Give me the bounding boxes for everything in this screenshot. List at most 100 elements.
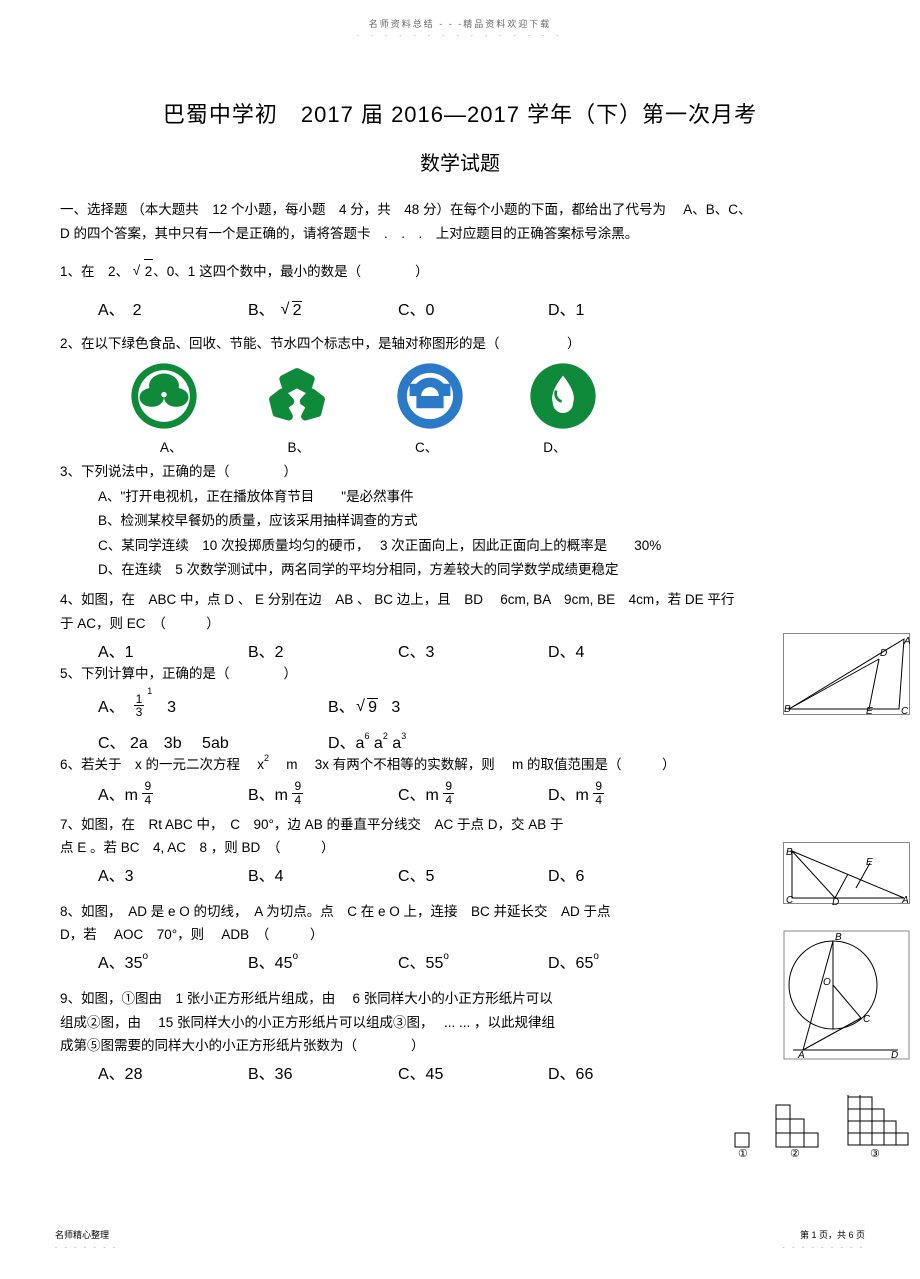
question-8: 8、如图， AD 是 e O 的切线， A 为切点。点 C 在 e O 上，连接… bbox=[60, 900, 860, 947]
title-main: 巴蜀中学初 2017 届 2016—2017 学年（下）第一次月考 bbox=[60, 97, 860, 129]
figure-q9-squares: ① ② ③ bbox=[730, 1095, 910, 1160]
svg-text:A: A bbox=[901, 895, 909, 905]
q6-opt-d: D、m 94 bbox=[548, 781, 698, 809]
question-9: 9、如图，①图由 1 张小正方形纸片组成，由 6 张同样大小的小正方形纸片可以 … bbox=[60, 987, 860, 1058]
svg-text:O: O bbox=[823, 977, 831, 988]
q4-l2: 于 AC，则 EC （ ） bbox=[60, 616, 220, 631]
q9-opt-a: A、28 bbox=[98, 1060, 248, 1084]
q5-options-row1: A、 131 3 B、 9 3 bbox=[60, 693, 860, 721]
q1-text-a: 1、在 2、 bbox=[60, 264, 136, 279]
q2-opt-d: D、 bbox=[543, 436, 566, 456]
question-6: 6、若关于 x 的一元二次方程 x2 m 3x 有两个不相等的实数解，则 m 的… bbox=[60, 753, 860, 777]
header-text: 名师资料总结 - - -精品资料欢迎下载 bbox=[369, 19, 552, 29]
svg-text:C: C bbox=[863, 1014, 871, 1025]
q6-options: A、m 94 B、m 94 C、m 94 D、m 94 bbox=[60, 781, 860, 809]
q3-opt-a: A、"打开电视机，正在播放体育节目 "是必然事件 bbox=[60, 485, 860, 509]
q9-l1: 9、如图，①图由 1 张小正方形纸片组成，由 6 张同样大小的小正方形纸片可以 bbox=[60, 991, 553, 1006]
sqrt-icon: 2 bbox=[136, 259, 154, 284]
svg-text:C: C bbox=[901, 706, 909, 716]
q2-options: A、 B、 C、 D、 bbox=[60, 436, 860, 456]
svg-text:E: E bbox=[866, 706, 873, 716]
footer-left: 名师精心整理 bbox=[55, 1230, 109, 1240]
q1-options: A、 2 B、 2 C、0 D、1 bbox=[60, 296, 860, 320]
logo-row bbox=[60, 362, 860, 430]
q3-opt-b: B、检测某校早餐奶的质量，应该采用抽样调查的方式 bbox=[60, 509, 860, 533]
q3-opt-c: C、某同学连续 10 次投掷质量均匀的硬币， 3 次正面向上，因此正面向上的概率… bbox=[60, 534, 860, 558]
recycle-icon bbox=[263, 362, 331, 430]
q6-text-a: 6、若关于 x 的一元二次方程 x bbox=[60, 757, 264, 772]
q4-opt-a: A、1 bbox=[98, 638, 248, 662]
q9-opt-c: C、45 bbox=[398, 1060, 548, 1084]
q5-options-row2: C、 2a 3b 5ab D、a6 a2 a3 bbox=[60, 729, 860, 753]
q1-text-b: 、0、1 这四个数中，最小的数是（ ） bbox=[153, 264, 428, 279]
svg-text:C: C bbox=[786, 895, 794, 905]
footer-dots-right: - - - - - - - - - bbox=[783, 1245, 865, 1251]
question-5: 5、下列计算中，正确的是（ ） bbox=[60, 662, 860, 686]
q1-opt-b: B、 2 bbox=[248, 296, 398, 320]
q8-opt-c: C、55o bbox=[398, 949, 548, 973]
q7-opt-b: B、4 bbox=[248, 862, 398, 886]
q6-opt-b: B、m 94 bbox=[248, 781, 398, 809]
q8-options: A、35o B、45o C、55o D、65o bbox=[60, 949, 860, 973]
figure-q4-triangle: B A C D E bbox=[783, 633, 910, 715]
svg-text:D: D bbox=[880, 648, 887, 659]
q7-l1: 7、如图，在 Rt ABC 中， C 90°，边 AB 的垂直平分线交 AC 于… bbox=[60, 817, 563, 832]
q7-options: A、3 B、4 C、5 D、6 bbox=[60, 862, 860, 886]
q5-opt-c: C、 2a 3b 5ab bbox=[98, 729, 328, 753]
question-4: 4、如图，在 ABC 中，点 D 、 E 分别在边 AB 、 BC 边上，且 B… bbox=[60, 588, 860, 635]
q4-opt-b: B、2 bbox=[248, 638, 398, 662]
green-food-icon bbox=[130, 362, 198, 430]
q8-opt-b: B、45o bbox=[248, 949, 398, 973]
q6-opt-a: A、m 94 bbox=[98, 781, 248, 809]
title-sub: 数学试题 bbox=[60, 147, 860, 176]
q9-opt-d: D、66 bbox=[548, 1060, 668, 1084]
q4-l1: 4、如图，在 ABC 中，点 D 、 E 分别在边 AB 、 BC 边上，且 B… bbox=[60, 592, 734, 607]
svg-text:E: E bbox=[866, 857, 873, 868]
q3-opt-d: D、在连续 5 次数学测试中，两名同学的平均分相同，方差较大的同学数学成绩更稳定 bbox=[60, 558, 860, 582]
q9-l3: 成第⑤图需要的同样大小的小正方形纸片张数为（ ） bbox=[60, 1038, 425, 1053]
q8-opt-d: D、65o bbox=[548, 949, 698, 973]
svg-text:B: B bbox=[784, 704, 791, 715]
svg-text:①: ① bbox=[738, 1148, 748, 1160]
energy-saving-icon bbox=[396, 362, 464, 430]
footer-dots-left: - - - - - - - bbox=[55, 1245, 118, 1251]
question-7: 7、如图，在 Rt ABC 中， C 90°，边 AB 的垂直平分线交 AC 于… bbox=[60, 813, 860, 860]
page-header: 名师资料总结 - - -精品资料欢迎下载 - - - - - - - - - -… bbox=[0, 17, 920, 40]
q2-opt-c: C、 bbox=[415, 436, 438, 456]
q8-opt-a: A、35o bbox=[98, 949, 248, 973]
instructions-l2: D 的四个答案，其中只有一个是正确的，请将答题卡 . . . 上对应题目的正确答… bbox=[60, 226, 638, 241]
q7-opt-a: A、3 bbox=[98, 862, 248, 886]
q1-opt-a: A、 2 bbox=[98, 296, 248, 320]
q9-l2: 组成②图，由 15 张同样大小的小正方形纸片可以组成③图， ... ... ，以… bbox=[60, 1015, 555, 1030]
q9-opt-b: B、36 bbox=[248, 1060, 398, 1084]
q4-opt-d: D、4 bbox=[548, 638, 698, 662]
svg-text:②: ② bbox=[790, 1148, 800, 1160]
svg-text:D: D bbox=[832, 897, 839, 905]
content-area: 巴蜀中学初 2017 届 2016—2017 学年（下）第一次月考 数学试题 一… bbox=[60, 75, 860, 1084]
q8-l2: D，若 AOC 70°，则 ADB （ ） bbox=[60, 927, 323, 942]
page-footer: 名师精心整理 - - - - - - - 第 1 页，共 6 页 - - - -… bbox=[0, 1228, 920, 1251]
svg-text:B: B bbox=[835, 932, 842, 943]
q2-opt-a: A、 bbox=[160, 436, 183, 456]
water-saving-icon bbox=[529, 362, 597, 430]
instructions-l1: 一、选择题 （本大题共 12 个小题，每小题 4 分，共 48 分）在每个小题的… bbox=[60, 202, 752, 217]
q8-l1: 8、如图， AD 是 e O 的切线， A 为切点。点 C 在 e O 上，连接… bbox=[60, 904, 611, 919]
svg-text:A: A bbox=[903, 636, 911, 647]
q5-opt-d: D、a6 a2 a3 bbox=[328, 729, 558, 753]
q4-options: A、1 B、2 C、3 D、4 bbox=[60, 638, 860, 662]
q3-text: 3、下列说法中，正确的是（ ） bbox=[60, 464, 297, 479]
instructions: 一、选择题 （本大题共 12 个小题，每小题 4 分，共 48 分）在每个小题的… bbox=[60, 198, 860, 245]
question-3: 3、下列说法中，正确的是（ ） bbox=[60, 460, 860, 484]
q2-opt-b: B、 bbox=[288, 436, 311, 456]
svg-text:A: A bbox=[797, 1050, 805, 1060]
q2-text: 2、在以下绿色食品、回收、节能、节水四个标志中，是轴对称图形的是（ ） bbox=[60, 336, 581, 351]
q7-l2: 点 E 。若 BC 4, AC 8 ，则 BD （ ） bbox=[60, 840, 335, 855]
q6-opt-c: C、m 94 bbox=[398, 781, 548, 809]
svg-text:B: B bbox=[786, 847, 793, 858]
q7-opt-c: C、5 bbox=[398, 862, 548, 886]
figure-q7-triangle: B A C D E bbox=[783, 842, 910, 904]
footer-right: 第 1 页，共 6 页 bbox=[800, 1230, 865, 1240]
q5-text: 5、下列计算中，正确的是（ ） bbox=[60, 666, 297, 681]
q1-opt-c: C、0 bbox=[398, 296, 548, 320]
question-1: 1、在 2、 2、0、1 这四个数中，最小的数是（ ） bbox=[60, 259, 860, 284]
